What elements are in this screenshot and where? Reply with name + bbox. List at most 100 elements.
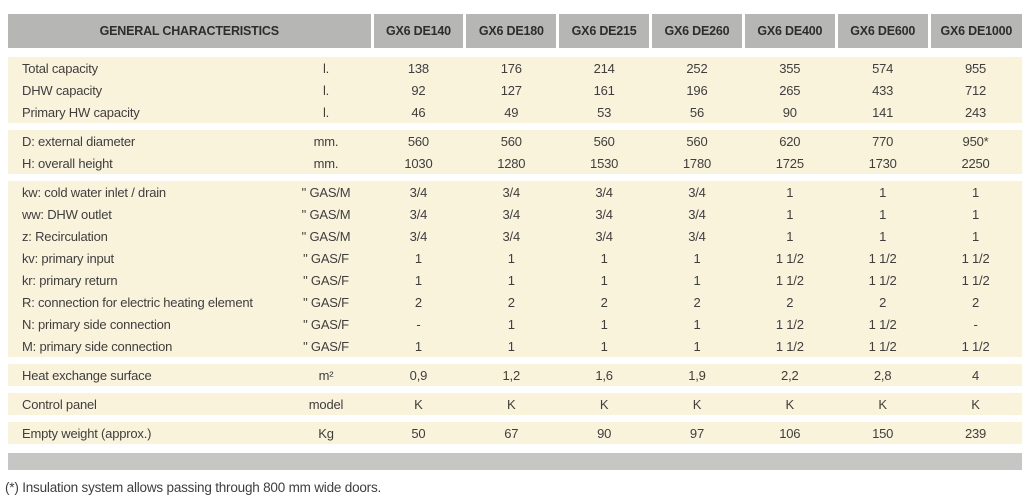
row-value: K	[929, 386, 1022, 419]
table-footer-bar	[8, 453, 1022, 470]
row-unit: model	[280, 386, 372, 419]
table-title: GENERAL CHARACTERISTICS	[8, 14, 372, 57]
row-unit: mm.	[280, 152, 372, 178]
row-value: 1 1/2	[743, 313, 837, 335]
row-value: 1 1/2	[836, 247, 930, 269]
row-value: 1 1/2	[836, 313, 930, 335]
column-header-gx6-de260: GX6 DE260	[649, 14, 744, 57]
row-value: K	[557, 386, 651, 419]
row-value: 1	[650, 335, 744, 361]
row-value: 97	[650, 415, 744, 444]
row-value: 1,9	[650, 357, 744, 390]
row-label: z: Recirculation	[8, 225, 280, 247]
row-value: 1 1/2	[743, 247, 837, 269]
row-value: 355	[743, 49, 837, 79]
row-unit: l.	[280, 101, 372, 127]
row-label: DHW capacity	[8, 79, 280, 101]
row-value: K	[372, 386, 465, 419]
row-value: 4	[929, 357, 1022, 390]
row-value: 1	[743, 225, 837, 247]
table-row: kw: cold water inlet / drain " GAS/M 3/4 3/…	[8, 174, 1022, 203]
row-value: 53	[557, 101, 651, 127]
row-value: 46	[372, 101, 465, 127]
row-value: 1	[743, 203, 837, 225]
row-value: 1	[836, 203, 930, 225]
row-value: 3/4	[650, 203, 744, 225]
row-value: 1,6	[557, 357, 651, 390]
row-value: 252	[650, 49, 744, 79]
row-value: 1	[557, 313, 651, 335]
column-header-gx6-de1000: GX6 DE1000	[927, 14, 1022, 57]
row-unit: " GAS/F	[280, 313, 372, 335]
row-value: 1	[557, 335, 651, 361]
row-value: 1 1/2	[836, 335, 930, 361]
row-label: H: overall height	[8, 152, 280, 178]
row-value: 620	[743, 123, 837, 152]
footnote-text: (*) Insulation system allows passing thr…	[5, 480, 382, 495]
table-row: R: connection for electric heating eleme…	[8, 291, 1022, 313]
row-value: 3/4	[372, 203, 465, 225]
row-value: 3/4	[464, 203, 558, 225]
row-value: 92	[372, 79, 465, 101]
row-label: Empty weight (approx.)	[8, 415, 280, 444]
row-unit: " GAS/F	[280, 335, 372, 361]
row-value: 1 1/2	[743, 269, 837, 291]
table-row: ww: DHW outlet " GAS/M 3/4 3/4 3/4 3/4 1 1 1	[8, 203, 1022, 225]
row-value: 955	[929, 49, 1022, 79]
row-value: 3/4	[557, 225, 651, 247]
row-value: 214	[557, 49, 651, 79]
row-value: 49	[464, 101, 558, 127]
row-label: M: primary side connection	[8, 335, 280, 361]
row-value: 161	[557, 79, 651, 101]
row-value: 3/4	[464, 225, 558, 247]
row-value: 1280	[464, 152, 558, 178]
row-value: 1	[650, 313, 744, 335]
table-row: Heat exchange surface m² 0,9 1,2 1,6 1,9 2,2 2,…	[8, 357, 1022, 390]
row-value: 3/4	[372, 174, 465, 203]
header-row: GENERAL CHARACTERISTICS GX6 DE140 GX6 DE…	[8, 14, 1022, 57]
row-value: 3/4	[650, 174, 744, 203]
row-unit: l.	[280, 49, 372, 79]
row-value: 560	[372, 123, 465, 152]
row-value: 141	[836, 101, 930, 127]
row-value: 2,2	[743, 357, 837, 390]
row-value: 1	[464, 247, 558, 269]
row-unit: " GAS/F	[280, 269, 372, 291]
row-value: 712	[929, 79, 1022, 101]
table-row: N: primary side connection " GAS/F -1 1 1 1 1…	[8, 313, 1022, 335]
table-row: kv: primary input " GAS/F 1 1 1 1 1 1/2 1 1/2 1 …	[8, 247, 1022, 269]
row-value: 196	[650, 79, 744, 101]
row-value: 1730	[836, 152, 930, 178]
row-value: 433	[836, 79, 930, 101]
table-row: D: external diameter mm. 560 560 560 560 620 77…	[8, 123, 1022, 152]
column-header-gx6-de180: GX6 DE180	[463, 14, 558, 57]
row-label: kr: primary return	[8, 269, 280, 291]
row-value: 1	[372, 335, 465, 361]
row-value: -	[372, 313, 465, 335]
column-header-gx6-de600: GX6 DE600	[834, 14, 930, 57]
row-value: 3/4	[557, 203, 651, 225]
row-value: K	[650, 386, 744, 419]
row-value: 560	[650, 123, 744, 152]
row-value: 2	[650, 291, 744, 313]
column-header-gx6-de140: GX6 DE140	[370, 14, 465, 57]
row-value: 1	[929, 203, 1022, 225]
row-label: ww: DHW outlet	[8, 203, 280, 225]
row-value: 67	[464, 415, 558, 444]
row-value: 2,8	[836, 357, 930, 390]
row-value: 1	[372, 269, 465, 291]
row-value: 1	[929, 174, 1022, 203]
row-label: Primary HW capacity	[8, 101, 280, 127]
row-value: 1 1/2	[743, 335, 837, 361]
row-value: 1	[743, 174, 837, 203]
row-value: 127	[464, 79, 558, 101]
table-body: Total capacity l. 138 176 214 252 355 574 955 DHW…	[8, 49, 1022, 444]
row-value: 56	[650, 101, 744, 127]
row-unit: " GAS/F	[280, 291, 372, 313]
row-value: 2	[929, 291, 1022, 313]
row-value: K	[836, 386, 930, 419]
row-unit: l.	[280, 79, 372, 101]
row-value: 90	[743, 101, 837, 127]
column-header-gx6-de400: GX6 DE400	[741, 14, 837, 57]
